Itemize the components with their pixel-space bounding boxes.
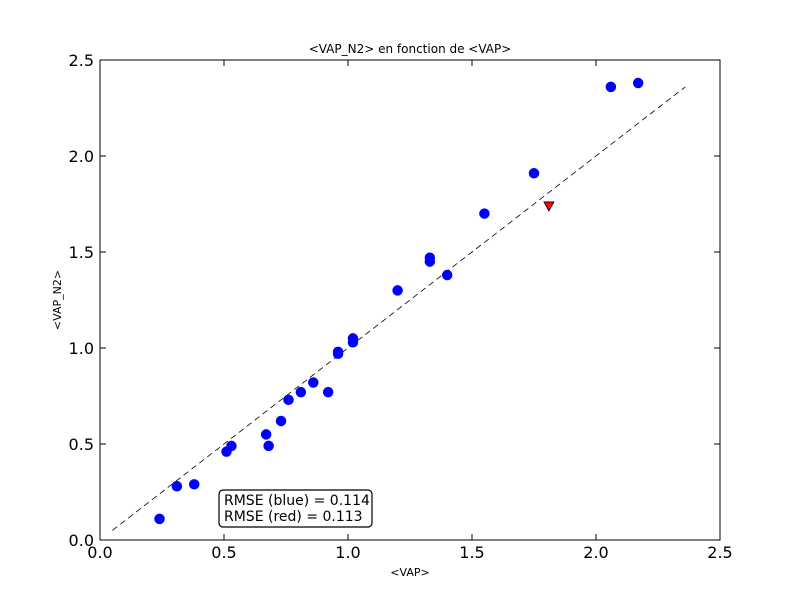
legend-rmse-blue: RMSE (blue) = 0.114 bbox=[224, 493, 370, 509]
y-tick-label: 0.0 bbox=[69, 531, 94, 550]
x-tick-label: 1.5 bbox=[459, 543, 484, 562]
reference-line-layer bbox=[112, 86, 686, 531]
data-point-blue bbox=[263, 440, 274, 452]
data-point-blue bbox=[332, 346, 344, 358]
axis-ticks-layer: 0.0 0.5 1.0 1.5 2.0 2.5 0.0 0.5 1.0 1.5 2.0 2.5 bbox=[69, 51, 733, 562]
data-point-blue bbox=[283, 394, 294, 406]
data-point-blue bbox=[226, 440, 237, 452]
data-point-blue bbox=[260, 429, 272, 440]
data-point-blue bbox=[479, 208, 490, 219]
data-point-blue bbox=[322, 386, 334, 398]
legend-frame bbox=[218, 489, 373, 528]
x-axis-label: <VAP> bbox=[390, 566, 429, 579]
data-point-blue bbox=[275, 415, 287, 427]
y-tick-label: 2.5 bbox=[69, 51, 94, 70]
reference-line bbox=[112, 86, 686, 531]
x-tick-label: 0.5 bbox=[211, 543, 236, 562]
y-axis-label: <VAP_N2> bbox=[51, 270, 64, 330]
rmse-legend-box: RMSE (blue) = 0.114 RMSE (red) = 0.113 bbox=[218, 489, 373, 528]
data-point-blue bbox=[295, 386, 307, 398]
data-point-blue bbox=[632, 77, 644, 89]
data-point-red bbox=[543, 201, 555, 212]
legend-rmse-red: RMSE (red) = 0.113 bbox=[224, 509, 363, 525]
data-point-blue bbox=[188, 479, 200, 490]
x-tick-label: 2.0 bbox=[583, 543, 608, 562]
data-point-blue bbox=[154, 513, 165, 525]
data-point-blue bbox=[528, 168, 540, 179]
x-tick-label: 0.0 bbox=[87, 543, 112, 562]
data-point-blue bbox=[171, 480, 183, 492]
x-tick-label: 2.5 bbox=[707, 543, 732, 562]
plot-frame bbox=[99, 59, 721, 541]
data-point-blue bbox=[441, 269, 453, 281]
data-point-blue bbox=[308, 377, 319, 388]
chart-title: <VAP_N2> en fonction de <VAP> bbox=[309, 42, 512, 56]
data-point-blue bbox=[347, 333, 359, 344]
y-tick-label: 0.5 bbox=[69, 435, 94, 454]
y-tick-label: 1.0 bbox=[69, 339, 94, 358]
data-points-layer bbox=[154, 77, 644, 525]
data-point-blue bbox=[424, 252, 436, 264]
x-tick-label: 1.0 bbox=[335, 543, 360, 562]
data-point-blue bbox=[392, 285, 403, 296]
y-tick-label: 1.5 bbox=[69, 243, 94, 262]
data-point-blue bbox=[605, 81, 617, 93]
y-tick-label: 2.0 bbox=[69, 147, 94, 166]
